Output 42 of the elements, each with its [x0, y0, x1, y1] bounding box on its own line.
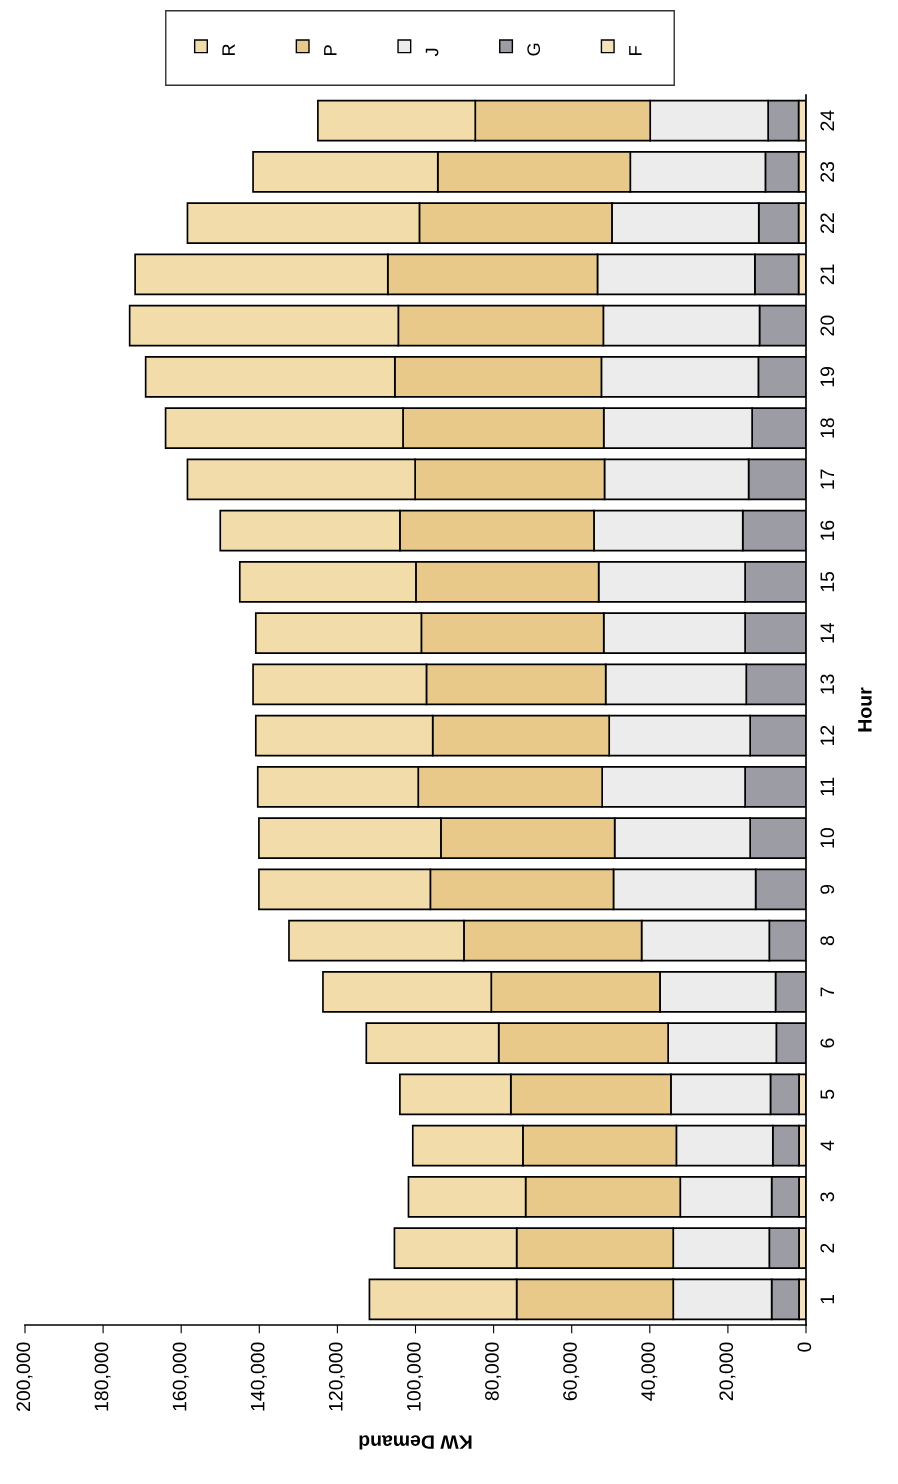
y-tick-label: 2	[820, 1243, 834, 1253]
y-tick-label: 22	[820, 213, 834, 233]
x-tick-label: 180,000	[94, 1342, 111, 1411]
y-tick-label: 16	[820, 520, 835, 540]
x-tick-label: 60,000	[563, 1342, 580, 1401]
y-tick-label: 12	[820, 725, 834, 745]
x-tick-label: 140,000	[250, 1342, 267, 1411]
x-tick-label: 160,000	[172, 1342, 189, 1411]
y-tick-label: 14	[820, 622, 834, 643]
y-tick-label: 5	[820, 1089, 835, 1099]
x-tick-label: 200,000	[16, 1342, 33, 1411]
legend-label: J	[425, 48, 439, 57]
y-tick-label: 21	[820, 264, 834, 285]
legend-label: F	[629, 46, 642, 55]
x-tick-label: 20,000	[719, 1342, 736, 1401]
y-tick-label: 13	[820, 674, 835, 694]
y-tick-label: 20	[820, 315, 835, 336]
y-tick-label: 18	[820, 418, 835, 438]
y-tick-label: 10	[820, 828, 835, 848]
legend-label: G	[527, 43, 541, 56]
y-tick-label: 3	[820, 1192, 835, 1202]
y-tick-label: 23	[820, 161, 835, 182]
y-tick-label: 4	[820, 1140, 834, 1151]
y-tick-label: 1	[820, 1294, 834, 1304]
x-axis-title: KW Demand	[359, 1435, 472, 1450]
y-tick-label: 6	[820, 1038, 835, 1048]
y-tick-label: 11	[820, 777, 834, 796]
x-tick-label: 120,000	[328, 1342, 345, 1411]
y-tick-label: 17	[820, 469, 834, 489]
y-axis-title: Hour	[858, 687, 872, 732]
x-tick-label: 100,000	[406, 1342, 424, 1411]
y-tick-label: 8	[820, 936, 835, 946]
legend-label: R	[222, 44, 235, 55]
legend-label: P	[324, 45, 337, 55]
y-tick-label: 15	[820, 571, 835, 592]
y-tick-label: 24	[820, 110, 834, 131]
x-tick-label: 40,000	[641, 1342, 658, 1401]
x-tick-label: 0	[797, 1342, 812, 1352]
y-tick-label: 19	[820, 366, 835, 387]
x-tick-label: 80,000	[485, 1342, 502, 1401]
y-tick-label: 9	[820, 884, 835, 894]
y-tick-label: 7	[820, 987, 834, 997]
